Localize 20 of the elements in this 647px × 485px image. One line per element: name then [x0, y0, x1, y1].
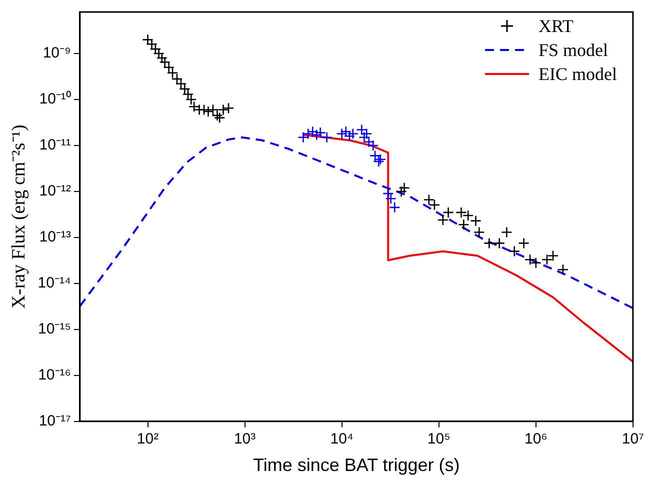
legend-label: EIC model [538, 64, 617, 84]
y-tick-label: 10⁻¹⁴ [38, 274, 71, 292]
x-tick-label: 10⁴ [330, 430, 354, 448]
x-tick-label: 10³ [234, 430, 256, 448]
y-tick-label: 10⁻¹⁰ [39, 90, 71, 108]
y-tick-label: 10⁻¹¹ [39, 136, 71, 154]
y-tick-label: 10⁻¹⁷ [38, 412, 71, 430]
legend-label: XRT [538, 16, 574, 36]
y-tick-label: 10⁻¹² [39, 182, 71, 200]
x-tick-label: 10² [136, 430, 159, 448]
y-tick-label: 10⁻¹³ [39, 228, 71, 246]
x-tick-label: 10⁶ [524, 430, 548, 448]
y-axis-title: X-ray Flux (erg cm⁻²s⁻¹) [8, 124, 30, 309]
x-tick-label: 10⁵ [427, 430, 450, 448]
y-tick-label: 10⁻¹⁶ [38, 366, 71, 384]
x-axis-title: Time since BAT trigger (s) [253, 455, 460, 476]
y-tick-label: 10⁻¹⁵ [38, 320, 71, 338]
legend-label: FS model [538, 40, 608, 60]
y-tick-label: 10⁻⁹ [42, 44, 71, 62]
x-tick-label: 10⁷ [622, 430, 644, 448]
